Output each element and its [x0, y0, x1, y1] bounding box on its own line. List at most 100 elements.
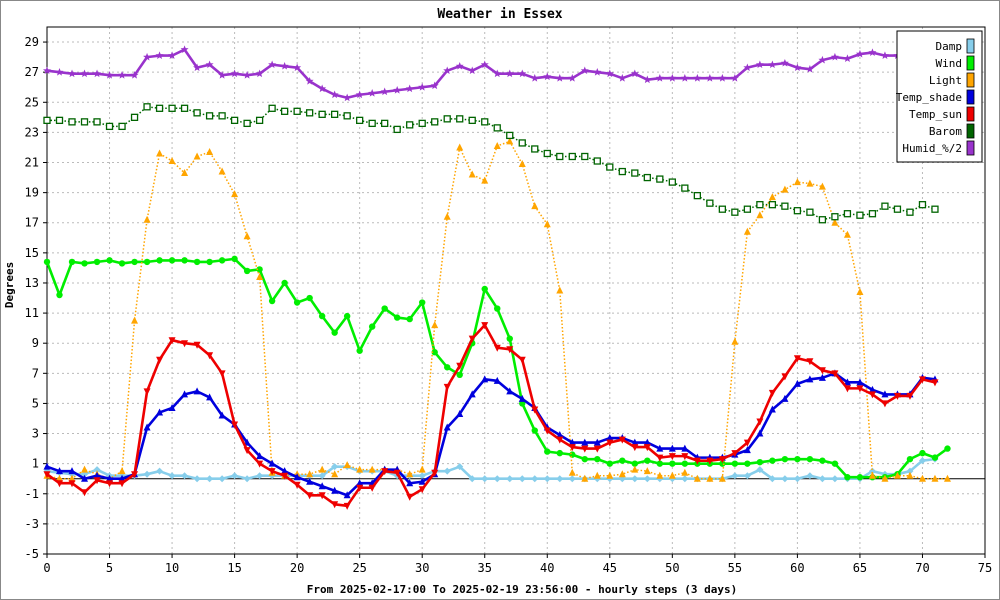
- data-point: [206, 352, 214, 360]
- data-point: [843, 378, 851, 386]
- data-point: [768, 193, 776, 201]
- data-point: [143, 52, 152, 61]
- data-point: [755, 60, 764, 69]
- data-point: [880, 51, 889, 60]
- data-point: [268, 297, 276, 305]
- data-point: [418, 486, 426, 494]
- data-point: [181, 340, 189, 348]
- data-point: [130, 70, 139, 79]
- data-point: [718, 205, 727, 213]
- legend-label: Damp: [936, 40, 963, 53]
- data-point: [906, 392, 914, 400]
- data-point: [743, 63, 752, 72]
- data-point: [543, 475, 551, 483]
- data-point: [868, 471, 876, 479]
- data-point: [131, 258, 138, 266]
- data-point: [593, 157, 601, 165]
- data-point: [806, 455, 814, 463]
- data-point: [318, 492, 326, 500]
- data-point: [481, 176, 489, 184]
- legend-swatch: [966, 38, 975, 54]
- data-point: [605, 69, 614, 78]
- data-point: [568, 73, 577, 82]
- data-point: [818, 475, 826, 483]
- data-point: [55, 67, 64, 76]
- data-point: [156, 467, 164, 475]
- data-point: [506, 137, 514, 145]
- data-point: [743, 446, 751, 454]
- data-point: [193, 152, 201, 160]
- data-point: [531, 427, 538, 434]
- data-point: [56, 474, 64, 482]
- data-point: [181, 472, 189, 480]
- data-point: [893, 205, 902, 213]
- data-point: [43, 471, 51, 479]
- data-point: [568, 444, 576, 452]
- data-point: [731, 460, 739, 467]
- data-point: [231, 255, 238, 263]
- data-point: [781, 394, 789, 402]
- data-point: [168, 472, 176, 480]
- data-point: [555, 73, 564, 82]
- data-point: [518, 394, 526, 402]
- data-point: [919, 449, 926, 457]
- data-point: [668, 73, 677, 82]
- data-point: [906, 208, 914, 216]
- y-tick-label: 29: [25, 35, 39, 49]
- y-tick-label: 9: [32, 336, 39, 350]
- data-point: [143, 423, 151, 431]
- data-point: [168, 157, 176, 165]
- data-point: [906, 467, 914, 475]
- x-tick-label: 30: [415, 561, 429, 575]
- data-point: [531, 145, 539, 153]
- data-point: [793, 355, 801, 363]
- data-point: [443, 467, 451, 475]
- data-point: [193, 341, 201, 349]
- data-point: [556, 436, 564, 444]
- data-point: [456, 371, 463, 379]
- x-tick-label: 65: [853, 561, 867, 575]
- data-point: [206, 147, 214, 155]
- data-point: [256, 266, 263, 273]
- data-point: [518, 475, 526, 483]
- x-tick-label: 10: [165, 561, 179, 575]
- y-axis-label: Degrees: [3, 262, 16, 308]
- data-point: [681, 184, 689, 192]
- data-point: [656, 175, 664, 183]
- data-point: [856, 288, 864, 296]
- data-point: [156, 149, 164, 157]
- data-point: [806, 358, 814, 366]
- data-point: [343, 491, 351, 499]
- data-point: [856, 474, 864, 481]
- data-point: [443, 212, 451, 220]
- legend-label: Humid_%/2: [902, 142, 962, 155]
- data-point: [643, 444, 651, 452]
- data-point: [793, 475, 801, 483]
- data-point: [218, 70, 227, 79]
- data-point: [356, 465, 364, 473]
- data-point: [831, 475, 839, 483]
- data-point: [506, 346, 514, 354]
- data-point: [556, 475, 564, 483]
- data-point: [593, 471, 601, 479]
- data-point: [230, 116, 239, 125]
- data-point: [180, 104, 189, 112]
- data-point: [280, 61, 289, 70]
- data-point: [518, 356, 526, 364]
- data-point: [743, 205, 752, 213]
- data-point: [280, 107, 289, 115]
- data-point: [430, 81, 439, 90]
- data-point: [643, 467, 651, 475]
- data-point: [843, 230, 851, 238]
- data-point: [781, 185, 789, 193]
- data-point: [931, 205, 939, 213]
- data-point: [718, 456, 726, 464]
- data-point: [543, 149, 551, 158]
- data-point: [368, 323, 376, 330]
- data-point: [918, 474, 926, 482]
- data-point: [506, 387, 514, 395]
- data-point: [118, 260, 126, 267]
- data-point: [580, 66, 589, 75]
- data-point: [356, 347, 363, 354]
- data-point: [355, 90, 364, 99]
